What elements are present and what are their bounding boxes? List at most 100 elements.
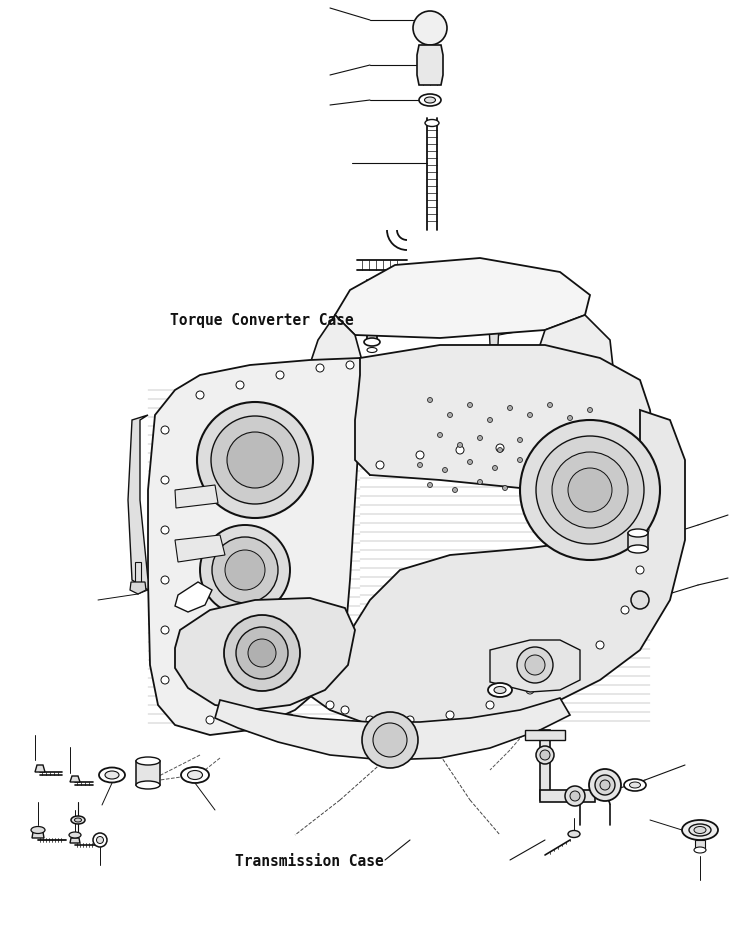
Circle shape	[161, 526, 169, 534]
Circle shape	[576, 446, 584, 454]
Circle shape	[227, 432, 283, 488]
Circle shape	[508, 405, 512, 410]
Polygon shape	[148, 358, 370, 735]
Ellipse shape	[181, 767, 209, 783]
Polygon shape	[35, 765, 45, 772]
Circle shape	[161, 426, 169, 434]
Circle shape	[542, 464, 548, 469]
Polygon shape	[540, 315, 615, 410]
Circle shape	[161, 676, 169, 684]
Polygon shape	[417, 45, 443, 85]
Circle shape	[595, 775, 615, 795]
Circle shape	[246, 724, 254, 732]
Circle shape	[366, 716, 374, 724]
Circle shape	[458, 442, 463, 448]
Ellipse shape	[629, 782, 640, 788]
Ellipse shape	[568, 831, 580, 837]
Circle shape	[526, 686, 534, 694]
Circle shape	[427, 398, 433, 403]
Circle shape	[97, 836, 104, 843]
Ellipse shape	[136, 781, 160, 789]
Circle shape	[196, 391, 204, 399]
Circle shape	[442, 468, 448, 472]
Polygon shape	[490, 640, 580, 692]
Circle shape	[540, 750, 550, 760]
Circle shape	[497, 448, 502, 453]
Ellipse shape	[69, 832, 81, 838]
Ellipse shape	[694, 826, 706, 834]
Ellipse shape	[628, 545, 648, 553]
Circle shape	[613, 468, 617, 472]
Circle shape	[602, 482, 608, 487]
Circle shape	[448, 412, 452, 418]
Circle shape	[568, 468, 612, 512]
Circle shape	[592, 461, 598, 467]
Polygon shape	[295, 410, 685, 730]
Circle shape	[200, 525, 290, 615]
Circle shape	[326, 701, 334, 709]
Circle shape	[518, 438, 523, 442]
Circle shape	[362, 712, 418, 768]
Circle shape	[503, 486, 508, 490]
Polygon shape	[695, 840, 705, 850]
Text: Torque Converter Case: Torque Converter Case	[170, 313, 354, 328]
Polygon shape	[308, 315, 370, 430]
Polygon shape	[136, 761, 160, 785]
Polygon shape	[128, 415, 148, 590]
Ellipse shape	[419, 94, 441, 106]
Ellipse shape	[488, 683, 512, 697]
Circle shape	[631, 591, 649, 609]
Ellipse shape	[105, 771, 119, 779]
Circle shape	[600, 780, 610, 790]
Circle shape	[161, 576, 169, 584]
Ellipse shape	[136, 757, 160, 765]
Circle shape	[568, 455, 572, 460]
Polygon shape	[175, 598, 355, 710]
Polygon shape	[70, 776, 80, 782]
Ellipse shape	[628, 529, 648, 537]
Circle shape	[446, 711, 454, 719]
Ellipse shape	[99, 768, 125, 783]
Circle shape	[478, 479, 482, 485]
Circle shape	[552, 452, 628, 528]
Circle shape	[536, 444, 544, 452]
Circle shape	[553, 484, 557, 488]
Polygon shape	[628, 533, 648, 549]
Polygon shape	[525, 730, 565, 740]
Ellipse shape	[367, 348, 377, 353]
Circle shape	[578, 475, 583, 481]
Circle shape	[197, 402, 313, 518]
Circle shape	[621, 606, 629, 614]
Circle shape	[467, 403, 472, 407]
Polygon shape	[70, 838, 80, 843]
Circle shape	[518, 457, 523, 462]
Circle shape	[527, 477, 532, 483]
Circle shape	[520, 420, 660, 560]
Circle shape	[536, 436, 644, 544]
Ellipse shape	[689, 824, 711, 836]
Circle shape	[496, 444, 504, 452]
Polygon shape	[175, 535, 225, 562]
Polygon shape	[540, 730, 550, 800]
Circle shape	[636, 486, 644, 494]
Circle shape	[427, 483, 433, 488]
Circle shape	[596, 641, 604, 649]
Circle shape	[566, 666, 574, 674]
Circle shape	[578, 433, 583, 438]
Circle shape	[206, 716, 214, 724]
Circle shape	[488, 418, 493, 422]
Ellipse shape	[364, 338, 380, 346]
Circle shape	[641, 526, 649, 534]
Circle shape	[341, 706, 349, 714]
Circle shape	[236, 381, 244, 389]
Ellipse shape	[425, 120, 439, 126]
Circle shape	[452, 488, 458, 492]
Text: Transmission Case: Transmission Case	[235, 854, 384, 869]
Circle shape	[467, 459, 472, 465]
Circle shape	[286, 714, 294, 722]
Circle shape	[236, 627, 288, 679]
Circle shape	[587, 407, 592, 412]
Ellipse shape	[682, 820, 718, 840]
Polygon shape	[32, 832, 44, 838]
Circle shape	[517, 647, 553, 683]
